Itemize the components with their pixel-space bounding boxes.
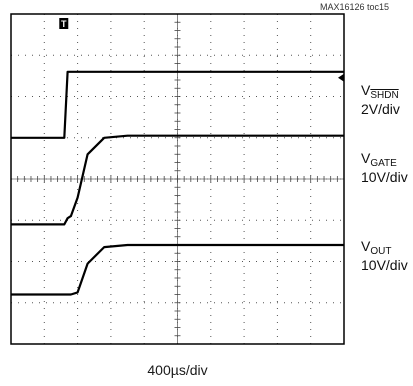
channel-label-vout: VOUT 10V/div [361, 238, 408, 274]
plot-frame [10, 13, 345, 345]
trigger-marker [59, 18, 69, 29]
markers: T [59, 18, 344, 82]
vout-scale: 10V/div [361, 257, 408, 273]
figure-id-label: MAX16126 toc15 [320, 2, 390, 12]
waveform-traces [11, 70, 344, 296]
time-scale-label: 400µs/div [147, 362, 208, 378]
vshdn-scale: 2V/div [361, 101, 400, 117]
trace-vgate [11, 134, 344, 226]
trigger-marker-letter: T [61, 19, 67, 29]
vout-label-sub: OUT [370, 246, 392, 257]
vshdn-label-main: V [361, 82, 371, 98]
trace-vshdn [11, 70, 344, 139]
channel-label-vshdn: VSHDN 2V/div [361, 82, 400, 118]
trigger-level-arrow [338, 73, 344, 82]
vshdn-label-sub: SHDN [370, 90, 399, 101]
channel-label-vgate: VGATE 10V/div [361, 150, 408, 186]
vgate-label-main: V [361, 150, 371, 166]
vout-label-main: V [361, 238, 371, 254]
vgate-scale: 10V/div [361, 169, 408, 185]
trace-vout [11, 243, 344, 296]
vgate-label-sub: GATE [370, 158, 397, 169]
